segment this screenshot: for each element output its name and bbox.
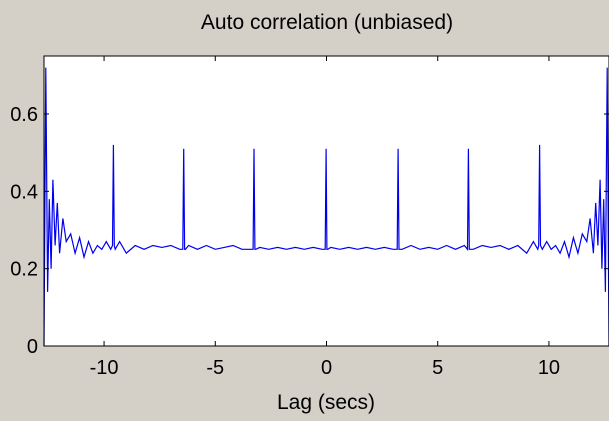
y-tick-label: 0.6 xyxy=(10,104,38,126)
series-layer xyxy=(43,67,609,347)
x-tick-label: -5 xyxy=(206,357,224,379)
x-tick-label: -10 xyxy=(90,357,119,379)
y-tick-label: 0.2 xyxy=(10,259,38,281)
x-tick-label: 10 xyxy=(538,357,560,379)
y-ticks: 0 0.2 0.4 0.6 xyxy=(10,104,609,358)
chart-title: Auto correlation (unbiased) xyxy=(201,11,453,34)
x-tick-label: 0 xyxy=(321,357,332,379)
x-axis-label: Lag (secs) xyxy=(277,391,375,414)
series-line-0 xyxy=(43,67,609,347)
x-ticks: -10 -5 0 5 10 xyxy=(90,56,560,379)
y-tick-label: 0.4 xyxy=(10,181,38,203)
x-tick-label: 5 xyxy=(432,357,443,379)
y-tick-label: 0 xyxy=(27,336,38,358)
